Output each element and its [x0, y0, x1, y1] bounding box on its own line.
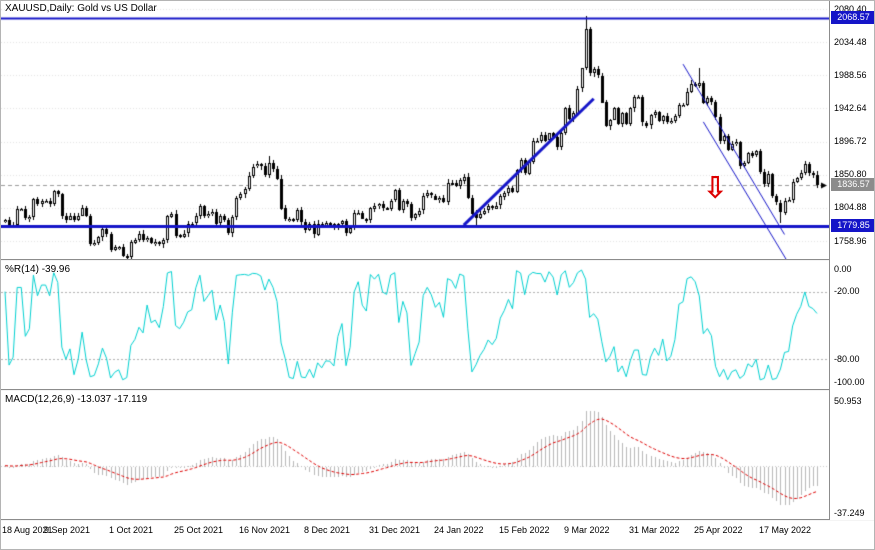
time-scale-label: 9 Mar 2022	[564, 525, 610, 535]
time-scale-label: 31 Dec 2021	[369, 525, 421, 535]
wpr-scale-label: -20.00	[834, 286, 860, 297]
macd-scale-label: -37.249	[834, 507, 865, 518]
price-scale-label: 1758.96	[834, 235, 867, 246]
macd-signal-value: -17.119	[113, 394, 148, 405]
wpr-scale-label: -80.00	[834, 353, 860, 364]
price-scale-label: 1804.88	[834, 202, 867, 213]
time-scale[interactable]: 18 Aug 2021 9 Sep 2021 1 Oct 2021 25 Oct 20…	[1, 524, 874, 538]
macd-name: MACD(12,26,9)	[5, 394, 75, 405]
wpr-value: -39.96	[41, 264, 71, 275]
time-scale-label: 24 Jan 2022	[434, 525, 484, 535]
chart-title-text: XAUUSD,Daily: Gold vs US Dollar	[5, 3, 157, 14]
price-scale-label: 2080.40	[834, 3, 867, 14]
chart-title: XAUUSD,Daily: Gold vs US Dollar	[5, 3, 157, 14]
level-price-badge: 2068.57	[831, 11, 874, 25]
price-scale-label: 1988.56	[834, 69, 867, 80]
macd-label: MACD(12,26,9) -13.037 -17.119	[5, 394, 147, 405]
macd-main-value: -13.037	[77, 394, 112, 405]
panel-separator[interactable]	[1, 519, 874, 521]
time-scale-label: 31 Mar 2022	[629, 525, 680, 535]
level-price-badge: 1779.85	[831, 219, 874, 233]
price-scale[interactable]: 2080.40 2068.57 2034.48 1988.56 1942.64 1896.…	[829, 1, 874, 520]
time-scale-label: 1 Oct 2021	[109, 525, 154, 535]
down-arrow-annotation[interactable]: ⇩	[702, 170, 728, 206]
price-scale-label: 1942.64	[834, 102, 867, 113]
time-scale-label: 9 Sep 2021	[44, 525, 91, 535]
price-scale-label: 2034.48	[834, 36, 867, 47]
price-chart-canvas[interactable]	[1, 1, 829, 259]
macd-scale-label: 50.953	[834, 395, 862, 406]
macd-indicator-canvas[interactable]	[1, 391, 829, 519]
wpr-name: %R(14)	[5, 264, 39, 275]
wpr-indicator-canvas[interactable]	[1, 261, 829, 389]
wpr-scale-label: -100.00	[834, 376, 865, 387]
price-scale-label: 1896.72	[834, 136, 867, 147]
time-scale-label: 18 Aug 2021	[2, 525, 53, 535]
time-scale-label: 25 Oct 2021	[174, 525, 224, 535]
time-scale-label: 8 Dec 2021	[304, 525, 351, 535]
time-scale-label: 17 May 2022	[759, 525, 812, 535]
wpr-label: %R(14) -39.96	[5, 264, 70, 275]
price-scale-label: 1850.80	[834, 169, 867, 180]
time-scale-label: 16 Nov 2021	[239, 525, 291, 535]
time-scale-label: 15 Feb 2022	[499, 525, 550, 535]
time-scale-label: 25 Apr 2022	[694, 525, 743, 535]
panel-separator[interactable]	[1, 389, 874, 391]
wpr-scale-label: 0.00	[834, 263, 852, 274]
current-price-badge: 1836.57	[831, 178, 874, 192]
panel-separator[interactable]	[1, 259, 874, 261]
